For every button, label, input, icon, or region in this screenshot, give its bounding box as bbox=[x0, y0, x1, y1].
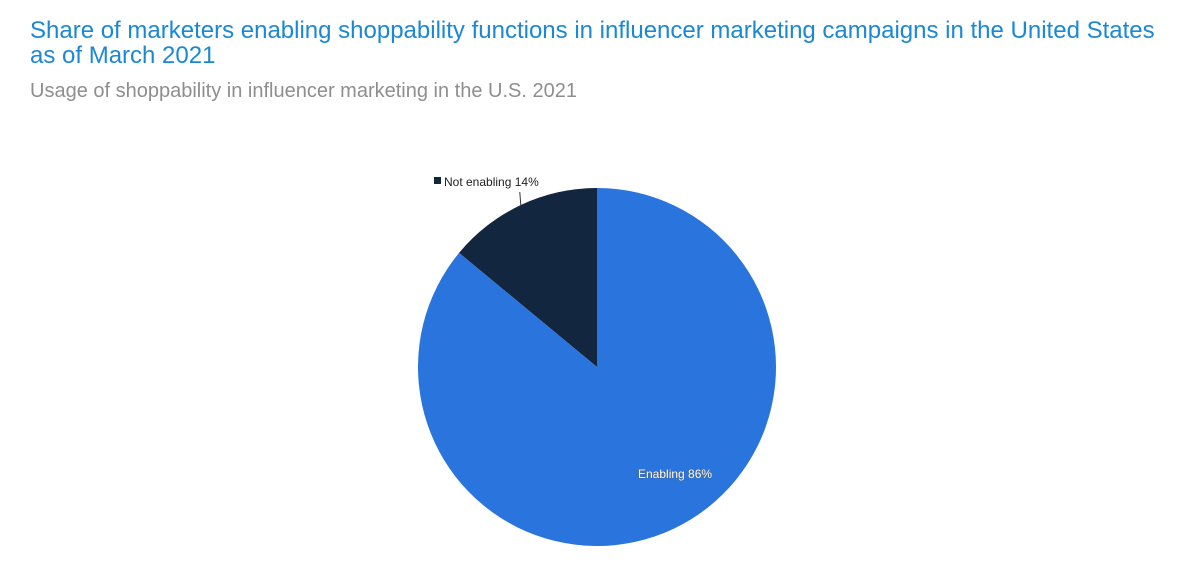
not-enabling-label: Not enabling 14% bbox=[444, 175, 539, 189]
chart-subtitle: Usage of shoppability in influencer mark… bbox=[30, 80, 577, 102]
pie-slice-not-enabling bbox=[459, 188, 597, 367]
chart-title: Share of marketers enabling shoppability… bbox=[30, 17, 1155, 69]
pie-slices bbox=[417, 188, 776, 546]
pie-slice-enabling bbox=[417, 188, 776, 546]
not-enabling-legend-marker bbox=[434, 177, 441, 184]
not-enabling-label-group: Not enabling 14% bbox=[434, 175, 539, 206]
enabling-label: Enabling 86% bbox=[638, 467, 712, 481]
not-enabling-leader-line bbox=[519, 191, 522, 206]
